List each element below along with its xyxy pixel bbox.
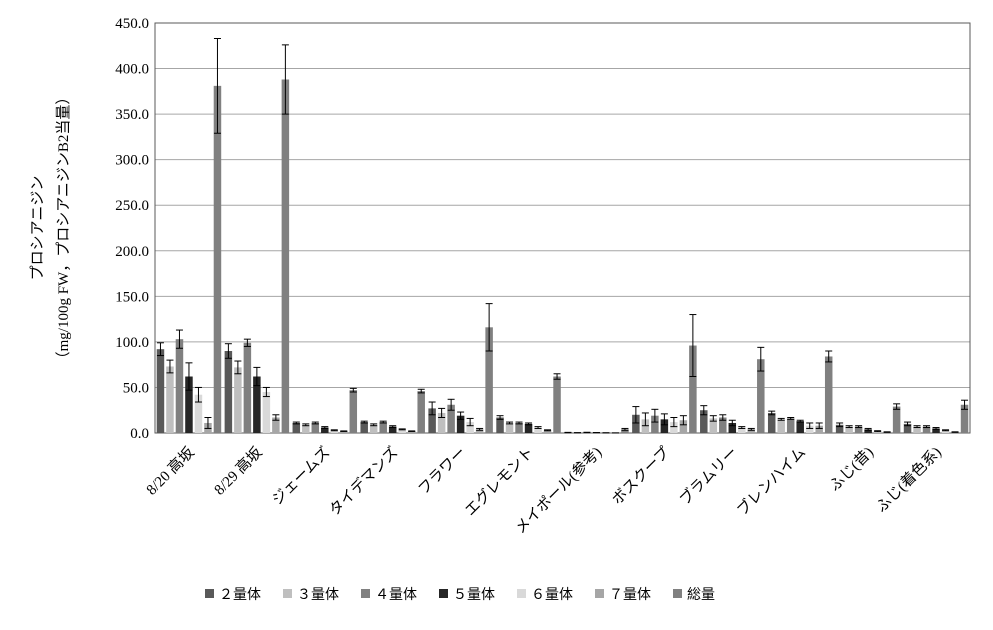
bar <box>293 423 301 433</box>
y-tick-label: 450.0 <box>115 16 149 32</box>
legend-swatch <box>361 589 370 598</box>
y-tick-label: 100.0 <box>115 335 149 351</box>
bar <box>515 423 523 433</box>
bar <box>417 391 425 433</box>
bar <box>244 343 252 433</box>
bar <box>234 367 242 433</box>
bar <box>263 392 271 433</box>
legend-swatch <box>517 589 526 598</box>
bar <box>893 407 901 433</box>
y-axis-label: プロシアニジン <box>29 176 46 281</box>
y-axis-label: （mg/100g FW，プロシアニジンB2当量） <box>55 90 72 367</box>
x-tick-label: ブレンハイム <box>733 443 809 519</box>
x-tick-label: ブラムリー <box>676 443 741 508</box>
y-tick-label: 150.0 <box>115 289 149 305</box>
x-tick-label: フラワー <box>416 445 470 499</box>
x-tick-label: エグレモント <box>462 444 538 520</box>
bar <box>214 86 222 433</box>
bar <box>777 419 785 433</box>
bar <box>312 423 320 433</box>
legend-label: ２量体 <box>219 587 261 603</box>
legend-swatch <box>205 589 214 598</box>
bar <box>157 349 165 433</box>
legend-label: ６量体 <box>531 587 573 603</box>
x-tick-label: 8/29 高坂 <box>211 444 266 499</box>
x-tick-label: ジェームズ <box>269 444 334 509</box>
y-tick-label: 50.0 <box>123 380 149 396</box>
bar <box>379 422 387 433</box>
bar <box>787 418 795 433</box>
legend-label: 総量 <box>687 587 715 603</box>
legend-swatch <box>439 589 448 598</box>
y-tick-label: 400.0 <box>115 62 149 78</box>
legend-label: ７量体 <box>609 587 651 603</box>
bar <box>768 413 776 433</box>
bar <box>176 339 184 433</box>
bar <box>825 356 833 433</box>
y-tick-label: 350.0 <box>115 107 149 123</box>
legend-label: ４量体 <box>375 587 417 603</box>
y-tick-label: 200.0 <box>115 244 149 260</box>
x-tick-label: タイデマンズ <box>325 443 401 519</box>
x-tick-label: ボスクープ <box>609 444 673 508</box>
bar <box>225 351 233 433</box>
bar <box>496 418 504 433</box>
bar <box>796 421 804 433</box>
bar <box>350 390 358 433</box>
legend-swatch <box>283 589 292 598</box>
legend-label: ３量体 <box>297 587 339 603</box>
x-tick-label: ふじ(昔) <box>826 444 877 495</box>
bar <box>166 366 174 433</box>
plot-border <box>155 23 970 433</box>
y-tick-label: 0.0 <box>130 426 149 442</box>
bar <box>553 377 561 433</box>
x-tick-label: ふじ(着色系) <box>873 444 945 516</box>
bar <box>360 422 368 433</box>
bar <box>282 79 290 433</box>
y-tick-label: 250.0 <box>115 198 149 214</box>
bar <box>506 423 513 433</box>
legend-swatch <box>595 589 604 598</box>
legend-swatch <box>673 589 682 598</box>
x-tick-label: 8/20 高坂 <box>143 444 198 499</box>
y-tick-label: 300.0 <box>115 153 149 169</box>
legend-label: ５量体 <box>453 587 495 603</box>
